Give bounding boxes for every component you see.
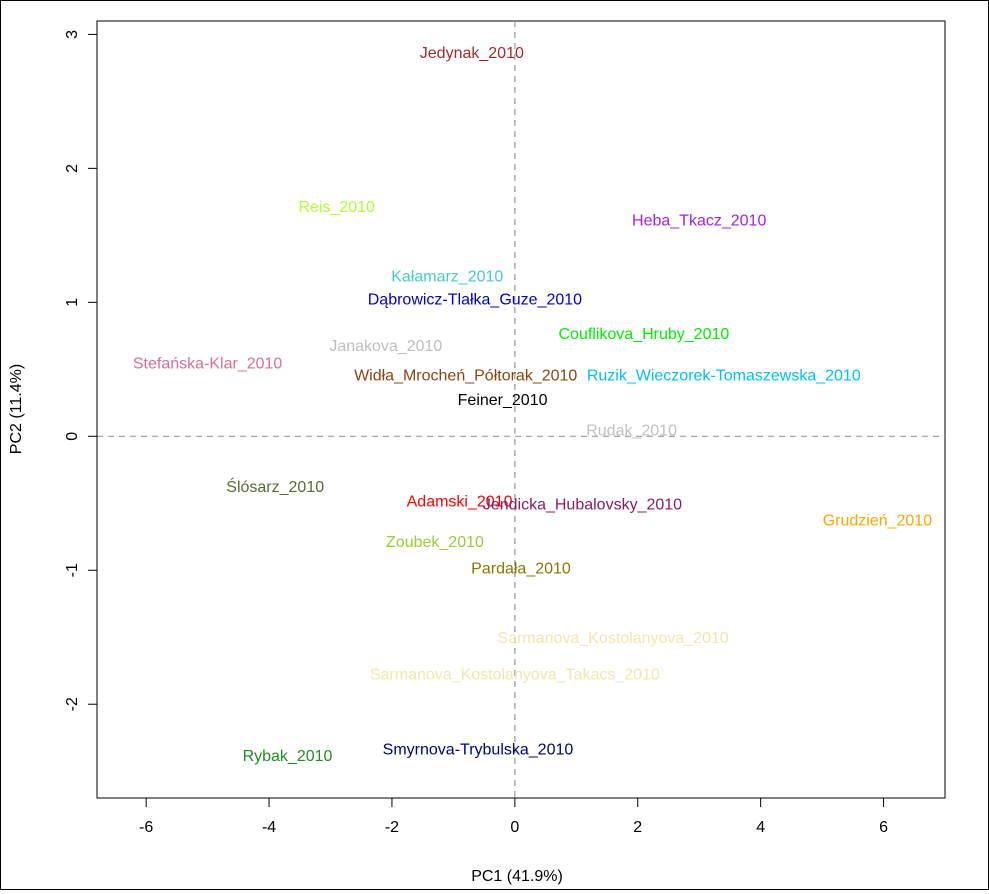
x-tick-label: 2 — [633, 819, 642, 836]
y-axis-title: PC2 (11.4%) — [8, 364, 25, 454]
x-tick-label: -2 — [385, 819, 399, 836]
y-tick-label: 1 — [64, 298, 81, 307]
y-tick-label: -1 — [64, 563, 81, 577]
point-label: Reis_2010 — [298, 199, 375, 216]
point-label: Stefańska-Klar_2010 — [133, 356, 283, 373]
x-axis-title: PC1 (41.9%) — [471, 868, 563, 885]
point-label: Grudzień_2010 — [823, 512, 933, 529]
y-tick-label: 0 — [64, 432, 81, 441]
point-label: Couflikova_Hruby_2010 — [559, 326, 730, 343]
x-tick-label: 6 — [879, 819, 888, 836]
point-label: Zoubek_2010 — [386, 534, 484, 551]
point-label: Rudak_2010 — [586, 423, 677, 440]
point-label: Sarmanova_Kostolanyova_2010 — [498, 630, 729, 647]
y-tick-label: 3 — [64, 30, 81, 39]
point-label: Adamski_2010 — [407, 494, 513, 511]
x-tick-label: 0 — [510, 819, 519, 836]
point-label: Pardała_2010 — [471, 561, 571, 578]
x-axis: -6 -4 -2 0 2 4 6 — [139, 797, 888, 836]
point-label: Widła_Mrocheń_Półtorak_2010 — [354, 368, 577, 385]
point-label: Rybak_2010 — [243, 748, 333, 765]
reference-lines — [97, 21, 945, 798]
point-label: Jendicka_Hubalovsky_2010 — [483, 496, 682, 513]
point-label: Jedynak_2010 — [420, 45, 524, 62]
x-tick-label: -6 — [139, 819, 153, 836]
point-label: Ruzik_Wieczorek-Tomaszewska_2010 — [587, 368, 861, 385]
point-labels: Jedynak_2010 Reis_2010 Heba_Tkacz_2010 Kała… — [133, 45, 932, 765]
x-tick-label: 4 — [756, 819, 765, 836]
y-tick-label: -2 — [64, 697, 81, 711]
point-label: Smyrnova-Trybulska_2010 — [383, 741, 574, 758]
point-label: Ślósarz_2010 — [226, 477, 324, 496]
point-label: Dąbrowicz-Tlałka_Guze_2010 — [368, 291, 582, 308]
y-axis: -2 -1 0 1 2 3 — [64, 30, 98, 711]
point-label: Janakova_2010 — [329, 338, 442, 355]
point-label: Heba_Tkacz_2010 — [632, 212, 766, 229]
x-tick-label: -4 — [262, 819, 276, 836]
y-tick-label: 2 — [64, 164, 81, 173]
point-label: Feiner_2010 — [458, 392, 548, 409]
point-label: Kałamarz_2010 — [391, 269, 503, 286]
point-label: Sarmanova_Kostolanyova_Takacs_2010 — [370, 666, 660, 683]
